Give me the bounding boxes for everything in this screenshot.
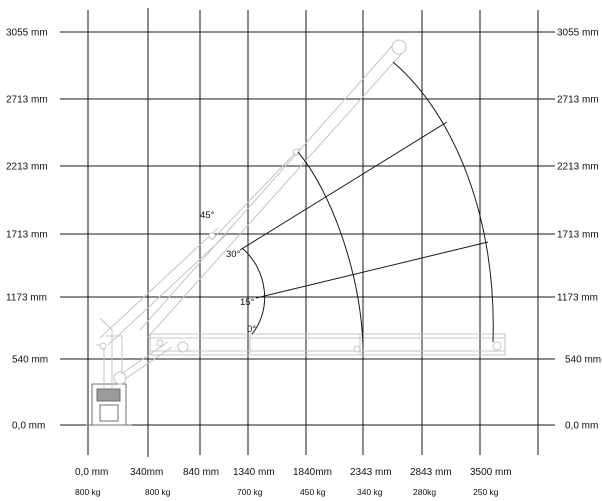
- boom-joint: [156, 339, 164, 347]
- base-plate: [99, 404, 119, 422]
- boom-joint: [208, 232, 216, 240]
- load-label: 250 kg: [473, 487, 499, 497]
- load-label: 280kg: [413, 487, 436, 497]
- angle-label: 45°: [200, 210, 215, 221]
- reach-label: 1840mm: [293, 467, 332, 478]
- height-label-left: 540 mm: [12, 355, 48, 366]
- height-label-left: 1713 mm: [6, 230, 48, 241]
- column-joint: [99, 342, 107, 350]
- boom-outline: [149, 333, 506, 356]
- boom-joint: [177, 341, 189, 353]
- boom-horizontal: [149, 333, 506, 356]
- load-label: 800 kg: [145, 487, 171, 497]
- vertical-grid: [87, 8, 539, 457]
- reach-arc-outer: [392, 61, 494, 343]
- reach-labels: 0,0 mm 340mm 840 mm 1340 mm 1840mm 2343 …: [75, 467, 512, 478]
- boom-joint: [353, 345, 361, 353]
- base-block: [96, 388, 121, 402]
- load-label: 700 kg: [237, 487, 263, 497]
- height-label-right: 2713 mm: [557, 95, 599, 106]
- boom-joint: [292, 148, 300, 156]
- height-label-right: 540 mm: [565, 355, 601, 366]
- boom-outline: [147, 51, 404, 338]
- load-label: 340 kg: [357, 487, 383, 497]
- boom-outline: [139, 43, 395, 331]
- horizontal-grid: [60, 31, 555, 426]
- lift-cylinder: [120, 341, 169, 375]
- load-labels: 800 kg 800 kg 700 kg 450 kg 340 kg 280kg…: [75, 487, 499, 497]
- boom-outline: [107, 234, 227, 346]
- height-label-left: 2713 mm: [6, 95, 48, 106]
- angle-line-30: [239, 121, 448, 251]
- angle-lines: [239, 121, 489, 299]
- height-label-right: 1173 mm: [557, 293, 598, 304]
- angle-line-15: [255, 241, 489, 299]
- angle-label: 0°: [247, 324, 256, 335]
- reach-arc-middle: [297, 151, 364, 346]
- height-label-right: 1713 mm: [557, 230, 599, 241]
- reach-label: 2343 mm: [350, 467, 392, 478]
- crane-base: [86, 317, 173, 426]
- reach-label: 3500 mm: [470, 467, 512, 478]
- angle-labels: 45° 30° 15° 0°: [200, 210, 256, 335]
- reach-label: 340mm: [130, 467, 163, 478]
- boom-outline: [211, 147, 301, 241]
- load-label: 800 kg: [75, 487, 101, 497]
- load-label: 450 kg: [300, 487, 326, 497]
- reach-label: 840 mm: [183, 467, 219, 478]
- boom-raised: [99, 39, 407, 346]
- boom-tip: [391, 39, 407, 55]
- height-label-right: 3055 mm: [557, 28, 599, 39]
- height-labels-right: 3055 mm 2713 mm 2213 mm 1713 mm 1173 mm …: [557, 28, 601, 432]
- height-label-left: 2213 mm: [6, 162, 48, 173]
- reach-label: 1340 mm: [233, 467, 275, 478]
- height-label-left: 1173 mm: [6, 293, 47, 304]
- height-labels-left: 3055 mm 2713 mm 2213 mm 1713 mm 1173 mm …: [6, 28, 48, 432]
- height-label-left: 3055 mm: [6, 28, 48, 39]
- height-label-right: 0,0 mm: [565, 421, 598, 432]
- column-pivot: [113, 371, 127, 385]
- angle-label: 30°: [226, 249, 241, 260]
- boom-outline: [99, 227, 219, 339]
- reach-label: 0,0 mm: [75, 467, 108, 478]
- reach-arcs: [241, 61, 494, 346]
- reach-arc-inner: [241, 247, 266, 335]
- reach-label: 2843 mm: [410, 467, 452, 478]
- lift-cylinder: [124, 346, 173, 380]
- boom-tip: [492, 341, 502, 351]
- height-label-left: 0,0 mm: [12, 421, 45, 432]
- height-label-right: 2213 mm: [557, 162, 599, 173]
- angle-label: 15°: [240, 297, 255, 308]
